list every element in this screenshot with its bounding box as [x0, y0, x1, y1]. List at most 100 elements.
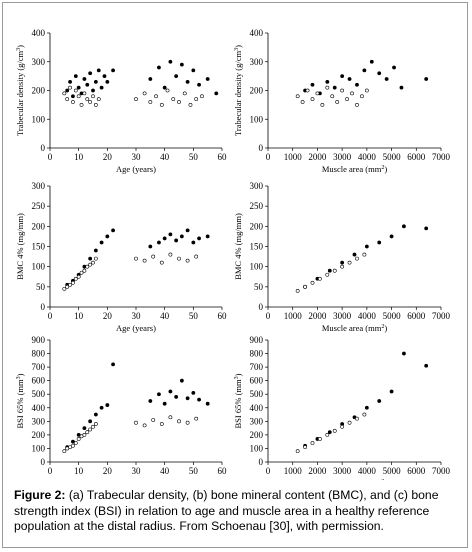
data-point-filled — [179, 234, 184, 239]
data-point-filled — [162, 236, 167, 241]
data-point-open — [85, 264, 90, 269]
y-tick-label: 300 — [32, 181, 46, 191]
y-tick-label: 200 — [250, 430, 264, 440]
data-point-open — [82, 91, 87, 96]
data-point-open — [85, 97, 90, 102]
data-point-filled — [174, 74, 179, 79]
x-tick-label: 6000 — [407, 152, 426, 162]
data-point-filled — [148, 399, 153, 403]
data-point-open — [355, 102, 359, 107]
data-point-filled — [214, 91, 219, 96]
data-point-filled — [93, 248, 98, 253]
data-point-open — [151, 254, 156, 259]
data-point-filled — [91, 88, 95, 93]
data-point-open — [188, 102, 193, 107]
y-tick-label: 700 — [250, 362, 264, 372]
y-tick-label: 200 — [32, 86, 46, 96]
x-tick-label: 5000 — [383, 466, 402, 476]
data-point-filled — [65, 88, 70, 93]
caption-label: Figure 2: — [14, 488, 66, 502]
data-point-filled — [327, 268, 332, 273]
data-point-filled — [88, 71, 93, 76]
x-tick-label: 0 — [48, 466, 53, 476]
y-tick-label: 100 — [32, 262, 46, 272]
x-tick-label: 0 — [48, 152, 53, 162]
y-tick-label: 300 — [250, 181, 264, 191]
data-point-open — [182, 91, 187, 96]
x-tick-label: 2000 — [308, 152, 327, 162]
x-tick-label: 40 — [160, 466, 170, 476]
data-point-filled — [111, 68, 115, 73]
data-point-filled — [191, 68, 196, 73]
data-point-filled — [392, 65, 396, 70]
x-tick-label: 40 — [160, 152, 170, 162]
x-tick-label: 4000 — [358, 152, 377, 162]
x-tick-label: 2000 — [308, 311, 327, 321]
data-point-open — [177, 256, 181, 261]
y-tick-label: 600 — [32, 376, 46, 386]
y-tick-label: 0 — [259, 143, 264, 153]
data-point-open — [96, 97, 101, 102]
data-point-filled — [88, 256, 93, 261]
data-point-filled — [88, 419, 93, 424]
y-tick-label: 800 — [32, 349, 46, 359]
data-point-filled — [162, 85, 167, 90]
data-point-open — [165, 88, 170, 93]
data-point-filled — [148, 77, 153, 81]
data-point-open — [82, 432, 87, 437]
data-point-open — [93, 102, 98, 107]
data-point-filled — [424, 77, 429, 81]
data-point-open — [93, 256, 98, 261]
data-point-filled — [197, 236, 201, 241]
data-point-open — [325, 85, 330, 90]
data-point-filled — [93, 412, 98, 417]
y-tick-label: 500 — [250, 389, 264, 399]
data-point-filled — [93, 79, 98, 84]
data-point-filled — [389, 234, 394, 239]
x-tick-label: 6000 — [407, 466, 426, 476]
data-point-filled — [68, 79, 72, 84]
data-point-open — [295, 94, 300, 99]
data-point-open — [91, 424, 95, 429]
y-tick-label: 700 — [32, 362, 46, 372]
data-point-open — [142, 91, 147, 96]
data-point-filled — [340, 260, 345, 265]
data-point-filled — [73, 74, 78, 79]
data-point-open — [177, 419, 181, 424]
data-point-open — [317, 437, 322, 441]
data-point-open — [76, 437, 81, 441]
data-point-open — [73, 276, 78, 281]
data-point-filled — [362, 68, 367, 73]
data-point-open — [71, 280, 75, 285]
x-axis-title: Muscle area (mm2) — [322, 164, 387, 174]
data-point-open — [303, 284, 307, 289]
y-axis-title: BSI 65% (mm3) — [15, 373, 25, 428]
data-point-filled — [99, 240, 104, 245]
y-tick-label: 100 — [250, 443, 264, 453]
y-tick-label: 200 — [32, 221, 46, 231]
data-point-open — [134, 420, 138, 425]
y-tick-label: 200 — [32, 430, 46, 440]
data-point-open — [310, 280, 315, 285]
data-point-open — [88, 427, 93, 432]
x-tick-label: 0 — [266, 311, 271, 321]
data-point-open — [134, 256, 138, 261]
data-point-open — [360, 94, 364, 99]
data-point-filled — [185, 228, 190, 233]
data-point-filled — [99, 85, 104, 90]
x-tick-label: 2000 — [308, 466, 327, 476]
y-tick-label: 800 — [250, 349, 264, 359]
y-tick-label: 400 — [32, 403, 46, 413]
data-point-filled — [168, 389, 173, 394]
data-point-filled — [185, 79, 190, 84]
x-tick-label: 3000 — [333, 152, 352, 162]
panel-bsi-muscle: 0 1000 2000 3000 4000 5000 6000 7000 0 100 200 300 4… — [233, 335, 451, 480]
data-point-open — [305, 88, 310, 93]
data-point-open — [171, 97, 176, 102]
data-point-open — [315, 91, 320, 96]
data-point-open — [88, 262, 93, 267]
data-point-open — [310, 97, 315, 102]
y-tick-label: 100 — [32, 443, 46, 453]
data-point-filled — [162, 401, 167, 406]
data-point-filled — [102, 74, 107, 79]
